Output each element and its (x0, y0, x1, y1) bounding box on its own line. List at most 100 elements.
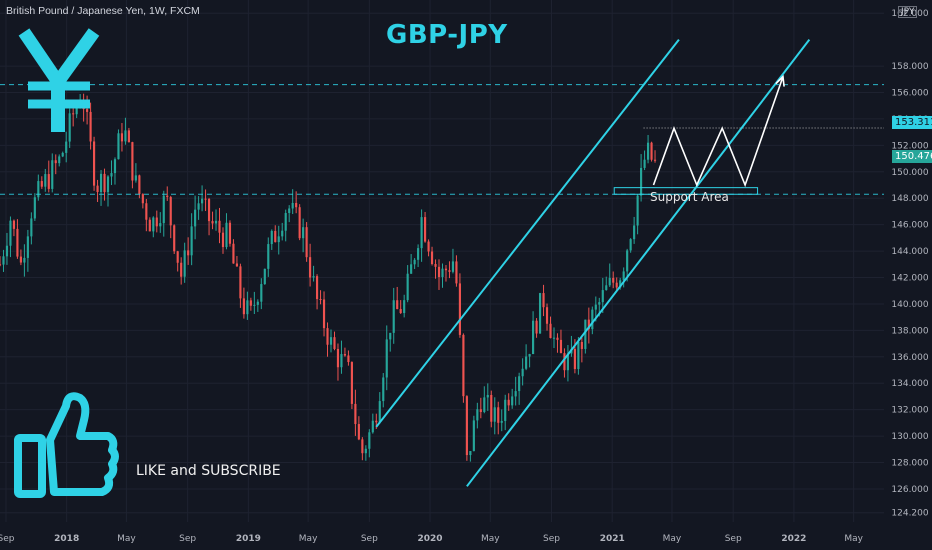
candle-body (653, 159, 657, 161)
candle-body (92, 141, 96, 186)
candle-body (72, 113, 75, 115)
candle-body (47, 174, 50, 189)
time-tick-label: 2018 (54, 534, 79, 544)
candle-body (40, 181, 43, 187)
candle-body (187, 250, 190, 256)
candle-body (399, 309, 402, 314)
candle-body (138, 175, 141, 195)
candle-body (302, 227, 305, 239)
price-tick-label: 132.000 (891, 406, 928, 416)
candle-body (552, 337, 556, 339)
candle-body (16, 228, 19, 257)
candle-body (577, 341, 580, 370)
candle-body (556, 337, 559, 340)
candle-body (61, 152, 64, 157)
candle-body (274, 230, 277, 243)
candle-body (371, 420, 374, 433)
price-tick-label: 124.200 (891, 509, 928, 519)
candle-body (145, 203, 148, 220)
candle-body (601, 290, 604, 303)
candle-body (511, 396, 514, 406)
candle-body (584, 319, 587, 349)
candle-body (559, 339, 563, 354)
like-subscribe-label: LIKE and SUBSCRIBE (136, 463, 281, 479)
thumbs-up-icon (14, 392, 119, 498)
candle-body (256, 301, 259, 305)
time-tick-label: Sep (0, 534, 15, 544)
candle-body (120, 133, 124, 142)
candle-body (127, 130, 130, 143)
candle-body (451, 261, 455, 272)
candle-body (23, 257, 26, 263)
candle-body (277, 236, 280, 243)
candle-body (131, 142, 134, 181)
candle-body (500, 420, 503, 423)
price-badge-high: 153.311 (892, 116, 932, 129)
candle-body (33, 197, 36, 219)
price-tick-label: 126.000 (891, 485, 928, 495)
candle-body (410, 264, 413, 274)
time-tick-label: Sep (543, 534, 560, 544)
candle-body (295, 202, 298, 208)
candle-body (514, 391, 517, 397)
candle-body (30, 218, 33, 237)
currency-badge[interactable]: JPY (898, 6, 918, 18)
candle-body (113, 159, 117, 174)
candle-body (235, 263, 239, 267)
candle-body (270, 230, 273, 245)
time-tick-label: May (117, 534, 136, 544)
candle-body (214, 220, 218, 224)
candle-body (448, 270, 451, 272)
candle-body (211, 221, 214, 224)
candle-body (462, 334, 465, 397)
price-tick-label: 144.000 (891, 247, 928, 257)
candle-body (166, 195, 169, 198)
candle-body (253, 304, 256, 306)
time-tick-label: 2019 (236, 534, 261, 544)
candle-body (545, 307, 549, 324)
support-box (613, 187, 759, 195)
price-tick-label: 152.000 (891, 141, 928, 151)
projection-arrowhead (775, 74, 785, 87)
candle-body (521, 368, 524, 377)
candle-body (640, 167, 643, 196)
candle-body (643, 159, 646, 168)
candle-body (350, 362, 353, 404)
candle-body (173, 225, 176, 252)
candle-body (51, 160, 54, 189)
candle-body (312, 276, 315, 278)
candle-body (232, 243, 235, 264)
candle-body (573, 348, 576, 370)
candle-body (180, 262, 183, 277)
candle-body (267, 244, 270, 269)
support-area-label: Support Area (650, 190, 729, 204)
candle-body (542, 293, 545, 308)
candle-body (309, 257, 312, 278)
candle-body (12, 220, 16, 229)
price-tick-label: 128.000 (891, 459, 928, 469)
candle-body (263, 268, 266, 285)
time-tick-label: 2022 (781, 534, 806, 544)
candle-body (340, 354, 343, 368)
candle-body (5, 245, 9, 257)
price-tick-label: 146.000 (891, 221, 928, 231)
candle-body (44, 174, 47, 187)
candle-body (204, 198, 207, 200)
candle-body (615, 282, 618, 288)
candle-body (291, 202, 294, 209)
candle-body (455, 261, 458, 284)
candle-body (622, 271, 625, 281)
candle-body (176, 251, 179, 263)
candle-body (441, 268, 444, 278)
candle-body (336, 348, 340, 368)
candle-body (382, 377, 385, 402)
candle-body (504, 399, 507, 421)
price-axis[interactable]: 124.200 126.000 128.000 130.000 132.000 134.0… (884, 0, 932, 550)
candle-body (124, 130, 127, 142)
candle-body (507, 399, 510, 406)
time-axis[interactable]: Sep 2018 May Sep 2019 May Sep 2020 May Sep 2021 May… (0, 534, 864, 544)
candle-body (437, 266, 441, 278)
candle-body (532, 320, 535, 355)
